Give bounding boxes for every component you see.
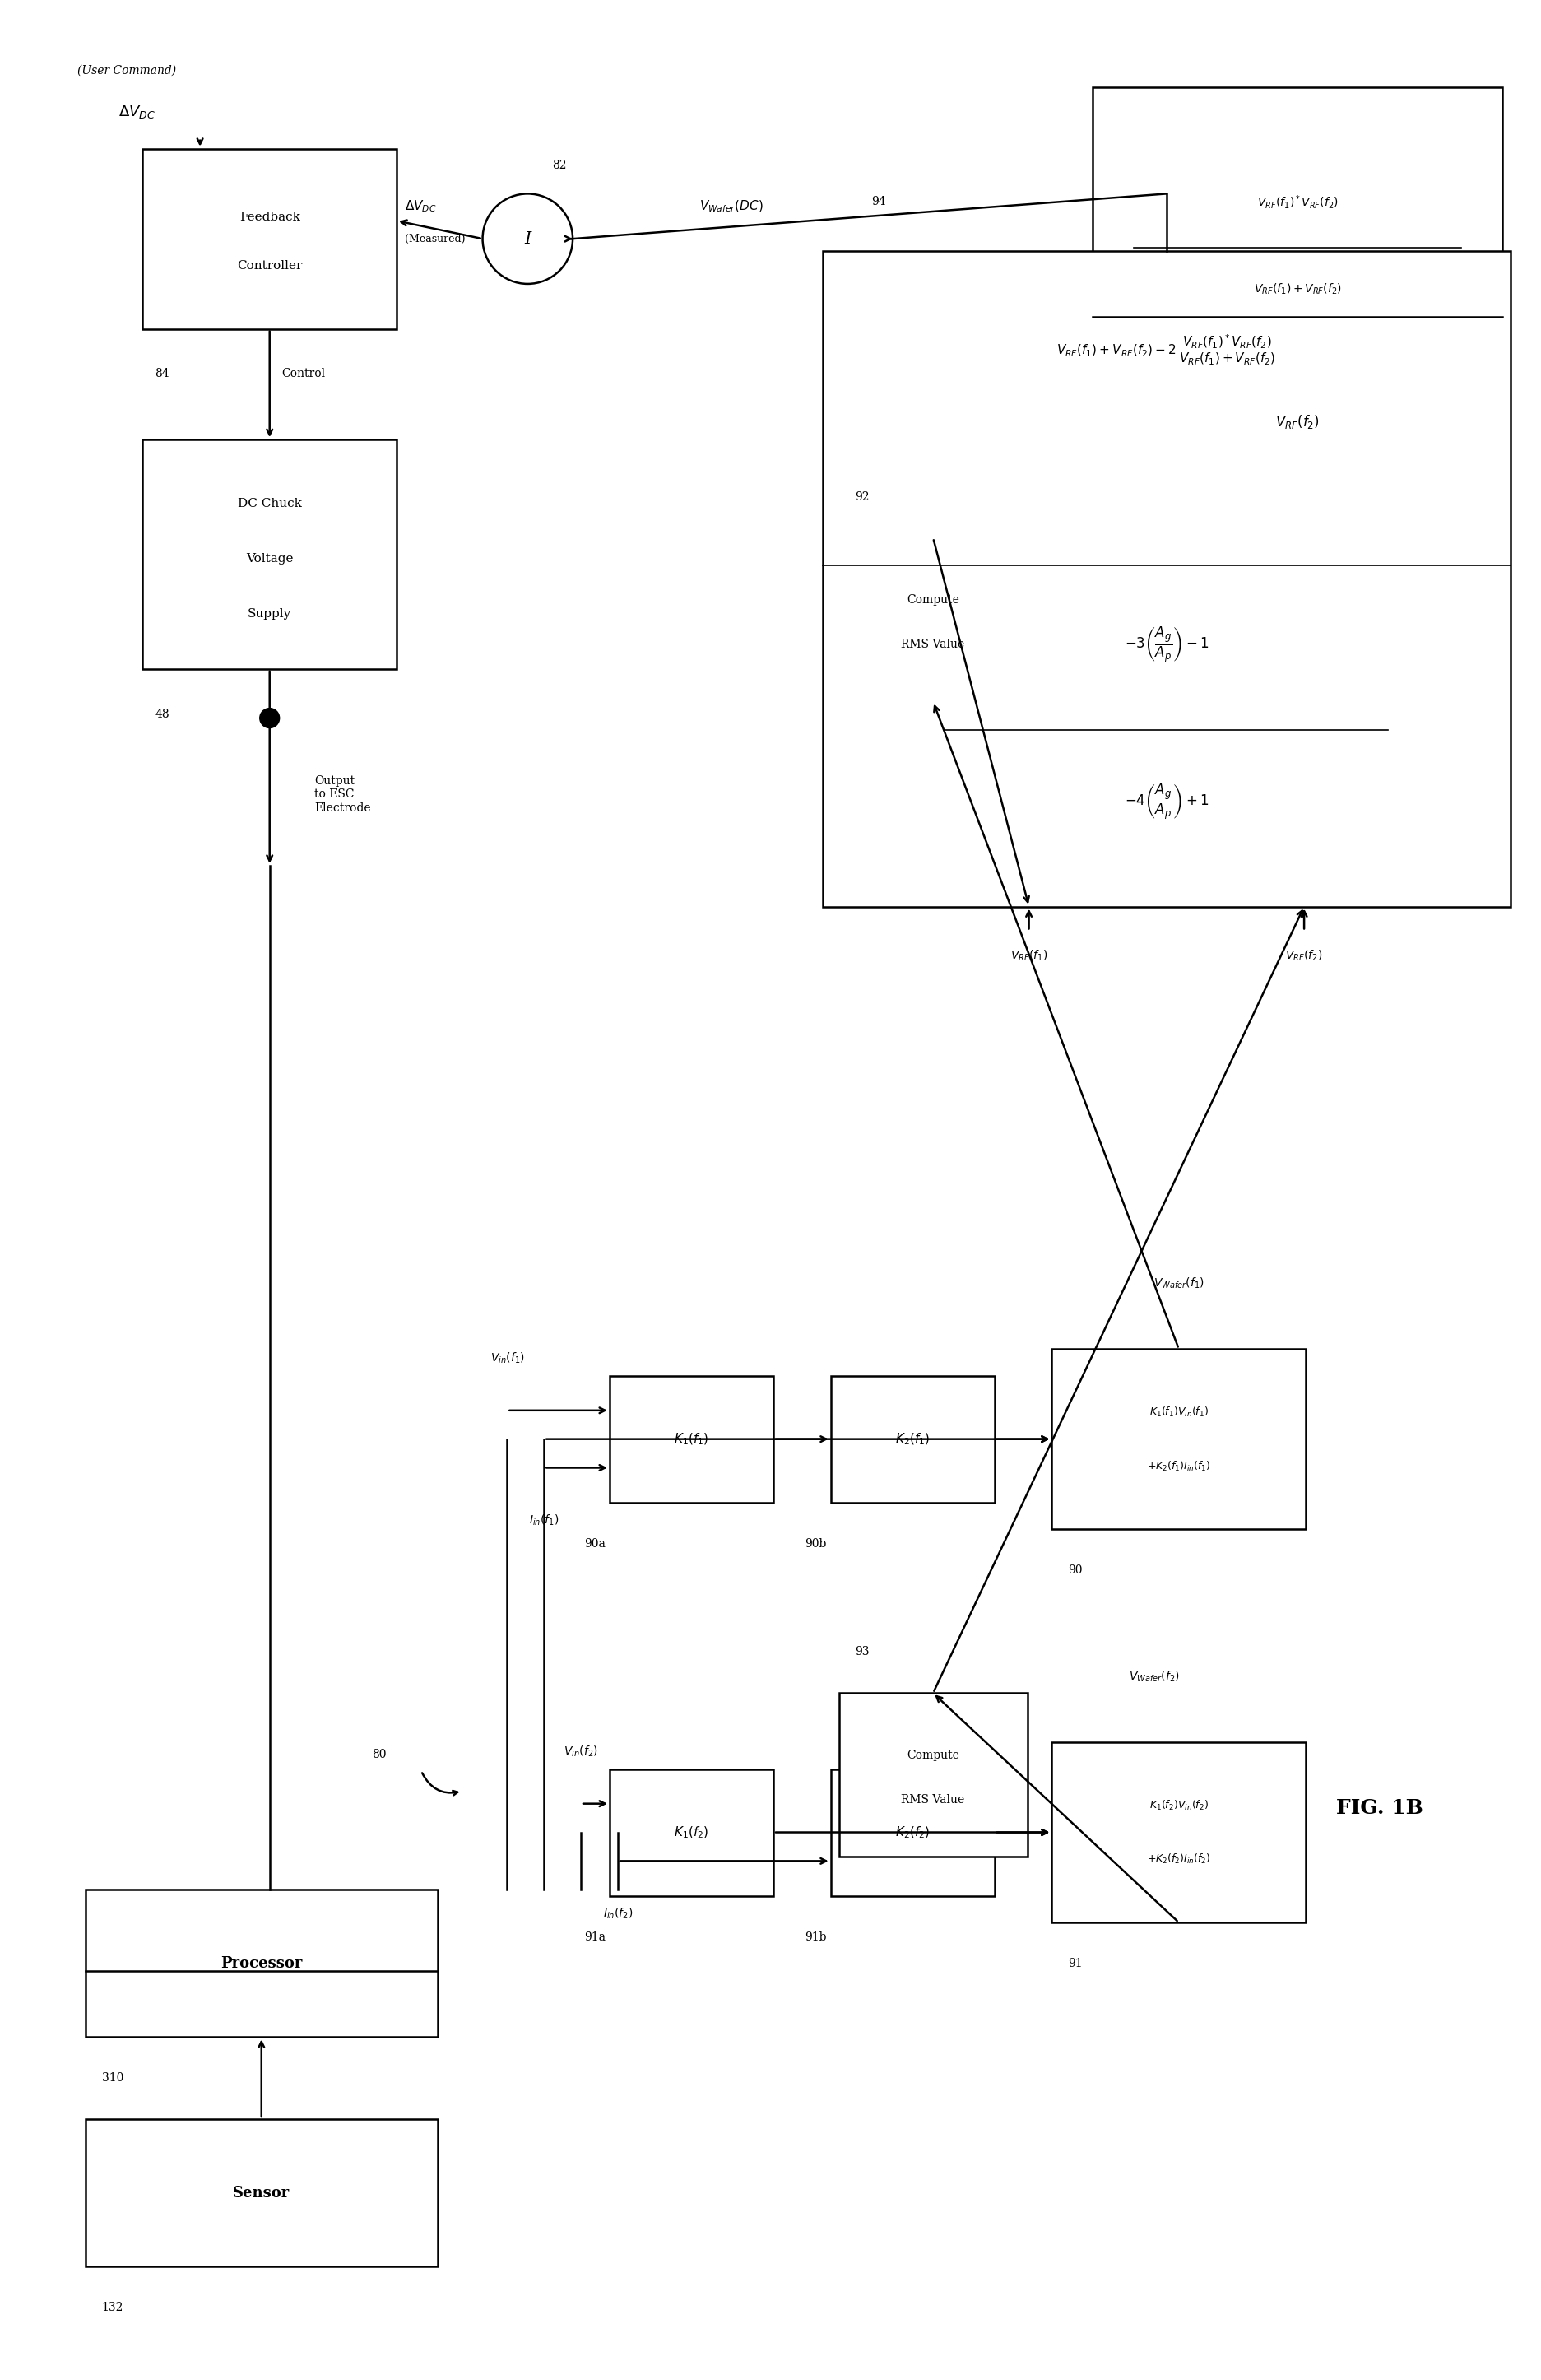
Text: 48: 48 [156, 709, 170, 719]
Text: $\Delta V_{DC}$: $\Delta V_{DC}$ [119, 105, 156, 119]
Text: 80: 80 [371, 1749, 387, 1761]
Text: $+ K_2(f_2)I_{in}(f_2)$: $+ K_2(f_2)I_{in}(f_2)$ [1147, 1852, 1211, 1866]
Text: $K_2(f_2)$: $K_2(f_2)$ [895, 1825, 931, 1840]
Text: 84: 84 [156, 369, 170, 381]
Text: $K_1(f_1)V_{in}(f_1)$: $K_1(f_1)V_{in}(f_1)$ [1150, 1407, 1208, 1418]
Bar [831, 1376, 994, 1504]
Text: Output
to ESC
Electrode: Output to ESC Electrode [314, 776, 371, 814]
Text: $K_1(f_2)V_{in}(f_2)$: $K_1(f_2)V_{in}(f_2)$ [1150, 1799, 1208, 1811]
Bar [610, 1376, 774, 1504]
Circle shape [260, 709, 279, 728]
Text: $\Delta V_{DC}$: $\Delta V_{DC}$ [405, 198, 436, 214]
Text: $V_{RF}(f_1)$: $V_{RF}(f_1)$ [1011, 950, 1048, 964]
Bar [831, 1768, 994, 1897]
Text: 90b: 90b [804, 1537, 826, 1549]
Text: RMS Value: RMS Value [901, 638, 965, 650]
Text: Sensor: Sensor [233, 2185, 290, 2199]
Bar [1053, 1742, 1305, 1923]
Text: $V_{Wafer}(f_2)$: $V_{Wafer}(f_2)$ [1128, 1668, 1180, 1683]
Text: $-3\left(\dfrac{A_g}{A_p}\right)-1$: $-3\left(\dfrac{A_g}{A_p}\right)-1$ [1125, 626, 1208, 664]
Bar [85, 1890, 438, 2037]
Text: $V_{RF}(f_1)+V_{RF}(f_2)-2\;\dfrac{V_{RF}(f_1)^* V_{RF}(f_2)}{V_{RF}(f_1)+V_{RF}: $V_{RF}(f_1)+V_{RF}(f_2)-2\;\dfrac{V_{RF… [1057, 333, 1276, 367]
Text: 132: 132 [102, 2301, 123, 2313]
Text: $V_{RF}(f_2)$: $V_{RF}(f_2)$ [1276, 414, 1319, 431]
Bar [1093, 88, 1502, 545]
Text: Supply: Supply [248, 609, 291, 619]
Text: Voltage: Voltage [247, 552, 293, 564]
Text: Processor: Processor [220, 1956, 302, 1971]
Text: $V_{RF}(f_1)+V_{RF}(f_2)$: $V_{RF}(f_1)+V_{RF}(f_2)$ [1254, 281, 1342, 295]
Text: $I_{in}(f_1)$: $I_{in}(f_1)$ [529, 1514, 559, 1528]
Text: (User Command): (User Command) [77, 64, 176, 76]
Bar [143, 148, 396, 328]
Text: $V_{in}(f_2)$: $V_{in}(f_2)$ [564, 1745, 598, 1759]
Text: RMS Value: RMS Value [901, 1795, 965, 1806]
Bar [1053, 1349, 1305, 1530]
Text: 91a: 91a [584, 1933, 606, 1942]
Text: 91b: 91b [804, 1933, 826, 1942]
Text: $+ K_2(f_1)I_{in}(f_1)$: $+ K_2(f_1)I_{in}(f_1)$ [1147, 1459, 1211, 1473]
Text: $I_{in}(f_2)$: $I_{in}(f_2)$ [603, 1906, 633, 1921]
Text: I: I [524, 231, 532, 248]
Bar [838, 538, 1028, 702]
Text: $V_{RF}(f_2)$: $V_{RF}(f_2)$ [1285, 950, 1322, 964]
Text: 310: 310 [102, 2073, 123, 2085]
Bar [838, 1692, 1028, 1856]
Text: FIG. 1B: FIG. 1B [1336, 1797, 1422, 1818]
Text: $K_1(f_2)$: $K_1(f_2)$ [673, 1825, 709, 1840]
Text: $V_{Wafer}(DC)$: $V_{Wafer}(DC)$ [700, 198, 763, 214]
Bar [85, 2118, 438, 2266]
Text: 93: 93 [855, 1647, 869, 1659]
Text: Compute: Compute [906, 595, 960, 607]
Text: DC Chuck: DC Chuck [237, 497, 302, 509]
Bar [143, 440, 396, 669]
Text: $-4\left(\dfrac{A_g}{A_p}\right)+1$: $-4\left(\dfrac{A_g}{A_p}\right)+1$ [1125, 783, 1208, 821]
Text: $K_2(f_1)$: $K_2(f_1)$ [895, 1433, 931, 1447]
Text: 90a: 90a [584, 1537, 606, 1549]
Text: 94: 94 [872, 195, 886, 207]
Text: Control: Control [282, 369, 325, 381]
Text: $V_{Wafer}(f_1)$: $V_{Wafer}(f_1)$ [1153, 1276, 1204, 1290]
Text: Feedback: Feedback [239, 212, 300, 224]
Text: $K_1(f_1)$: $K_1(f_1)$ [673, 1433, 709, 1447]
Text: 90: 90 [1068, 1564, 1083, 1576]
Text: (Measured): (Measured) [405, 233, 465, 245]
Text: 82: 82 [552, 159, 567, 171]
Text: 91: 91 [1068, 1959, 1083, 1968]
Text: $V_{in}(f_1)$: $V_{in}(f_1)$ [490, 1352, 524, 1366]
Text: $V_{RF}(f_1)^* V_{RF}(f_2)$: $V_{RF}(f_1)^* V_{RF}(f_2)$ [1257, 193, 1338, 209]
Bar [823, 250, 1510, 907]
Bar [610, 1768, 774, 1897]
Text: Compute: Compute [906, 1749, 960, 1761]
Text: Controller: Controller [237, 259, 302, 271]
Text: 92: 92 [855, 490, 869, 502]
